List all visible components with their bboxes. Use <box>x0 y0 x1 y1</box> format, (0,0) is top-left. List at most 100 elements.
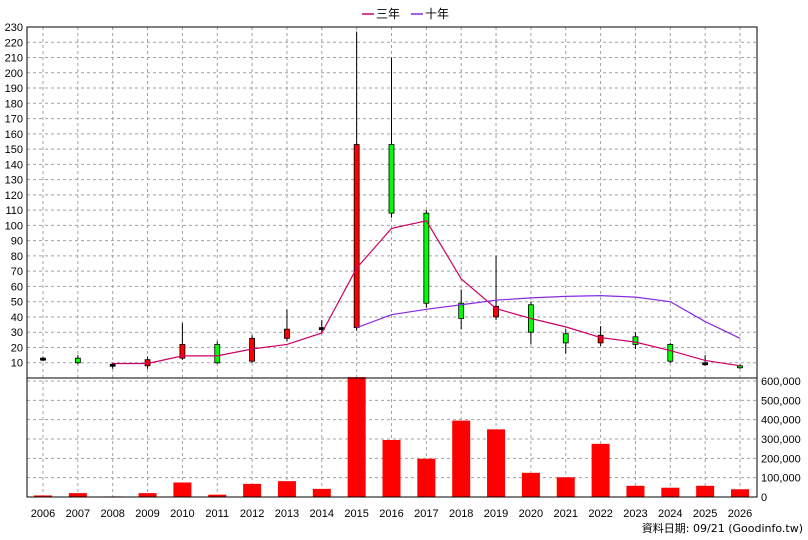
volume-bar-2020 <box>521 472 540 497</box>
year-tick-label: 2009 <box>135 508 159 520</box>
price-tick-label: 30 <box>11 327 23 339</box>
data-date-footer: 資料日期: 09/21 (Goodinfo.tw) <box>642 521 803 535</box>
price-tick-label: 130 <box>5 175 23 187</box>
price-tick-label: 160 <box>5 129 23 141</box>
year-tick-label: 2015 <box>344 508 368 520</box>
candle-body-2019 <box>493 305 499 318</box>
price-tick-label: 50 <box>11 297 23 309</box>
volume-tick-label: 300,000 <box>761 434 801 446</box>
price-tick-label: 140 <box>5 159 23 171</box>
candle-body-2010 <box>179 344 186 359</box>
year-tick-label: 2024 <box>658 508 682 520</box>
legend: 三年 十年 <box>362 7 449 21</box>
price-tick-label: 200 <box>5 68 23 80</box>
candle-body-2006 <box>40 357 46 361</box>
price-tick-label: 90 <box>11 236 23 248</box>
axes: 10 20 30 40 50 60 70 80 90 100 110 120 130 140 150 160 1… <box>5 22 801 520</box>
volume-bar-2025 <box>696 485 715 497</box>
year-tick-label: 2017 <box>414 508 438 520</box>
price-tick-label: 10 <box>11 358 23 370</box>
volume-bar-2024 <box>661 487 680 497</box>
volume-bar-2016 <box>382 439 401 497</box>
volume-bar-2019 <box>487 429 506 497</box>
volume-tick-label: 0 <box>761 492 767 504</box>
year-tick-label: 2013 <box>275 508 299 520</box>
volume-bar-2011 <box>208 494 227 497</box>
price-tick-label: 40 <box>11 312 23 324</box>
candle-body-2023 <box>632 336 639 345</box>
candle-body-2011 <box>214 344 221 364</box>
year-tick-label: 2019 <box>484 508 508 520</box>
price-tick-label: 20 <box>11 342 23 354</box>
candles <box>40 31 743 369</box>
price-tick-label: 190 <box>5 83 23 95</box>
candle-body-2024 <box>667 344 674 362</box>
year-tick-label: 2011 <box>205 508 229 520</box>
price-tick-label: 100 <box>5 220 23 232</box>
legend-label-三年: 三年 <box>376 7 400 21</box>
price-tick-label: 60 <box>11 281 23 293</box>
price-tick-label: 80 <box>11 251 23 263</box>
price-tick-label: 110 <box>5 205 23 217</box>
volume-bar-2012 <box>243 483 262 497</box>
volume-tick-label: 500,000 <box>761 395 801 407</box>
volume-bar-2018 <box>452 420 471 497</box>
year-tick-label: 2023 <box>623 508 647 520</box>
year-tick-label: 2010 <box>170 508 194 520</box>
year-tick-label: 2007 <box>66 508 90 520</box>
year-tick-label: 2020 <box>519 508 543 520</box>
grid <box>27 26 757 497</box>
volume-tick-label: 400,000 <box>761 415 801 427</box>
legend-label-十年: 十年 <box>425 7 449 21</box>
price-tick-label: 180 <box>5 98 23 110</box>
volume-bar-2006 <box>34 495 52 497</box>
price-tick-label: 150 <box>5 144 23 156</box>
volume-bar-2015 <box>347 377 366 497</box>
year-tick-label: 2008 <box>100 508 124 520</box>
candle-body-2025 <box>702 362 709 366</box>
price-tick-label: 230 <box>5 22 23 34</box>
volume-bar-2014 <box>312 488 331 497</box>
volume-tick-label: 200,000 <box>761 453 801 465</box>
ma-line-三年 <box>112 220 741 367</box>
moving-average-lines <box>112 220 741 367</box>
volume-bar-2023 <box>626 485 645 497</box>
volume-bar-2021 <box>556 477 575 497</box>
volume-bar-2009 <box>138 493 157 497</box>
candle-body-2007 <box>74 357 81 364</box>
year-tick-label: 2021 <box>554 508 578 520</box>
candle-body-2016 <box>388 144 395 214</box>
volume-bar-2010 <box>173 482 192 497</box>
volume-tick-label: 100,000 <box>761 473 801 485</box>
year-tick-label: 2025 <box>693 508 717 520</box>
volume-bars <box>34 377 749 497</box>
volume-bar-2017 <box>417 458 436 497</box>
volume-bar-2013 <box>277 481 296 497</box>
volume-tick-label: 600,000 <box>761 376 801 388</box>
price-tick-label: 210 <box>5 53 23 65</box>
price-tick-label: 70 <box>11 266 23 278</box>
candle-body-2015 <box>353 144 360 329</box>
year-tick-label: 2018 <box>449 508 473 520</box>
candle-body-2017 <box>423 212 430 304</box>
year-tick-label: 2006 <box>31 508 55 520</box>
price-tick-label: 170 <box>5 114 23 126</box>
volume-bar-2007 <box>68 493 87 497</box>
volume-bar-2022 <box>591 443 610 497</box>
year-tick-label: 2022 <box>588 508 612 520</box>
candle-body-2013 <box>284 328 290 339</box>
candle-body-2021 <box>562 333 569 344</box>
year-tick-label: 2012 <box>240 508 264 520</box>
year-tick-label: 2016 <box>379 508 403 520</box>
price-tick-label: 220 <box>5 37 23 49</box>
volume-bar-2026 <box>731 489 749 497</box>
year-tick-label: 2014 <box>310 508 334 520</box>
year-tick-label: 2026 <box>728 508 752 520</box>
candle-body-2018 <box>458 302 465 319</box>
volume-panel-frame <box>26 377 758 498</box>
price-tick-label: 120 <box>5 190 23 202</box>
candle-body-2022 <box>597 334 604 344</box>
candle-body-2008 <box>109 363 116 367</box>
ma-line-十年 <box>356 294 741 339</box>
